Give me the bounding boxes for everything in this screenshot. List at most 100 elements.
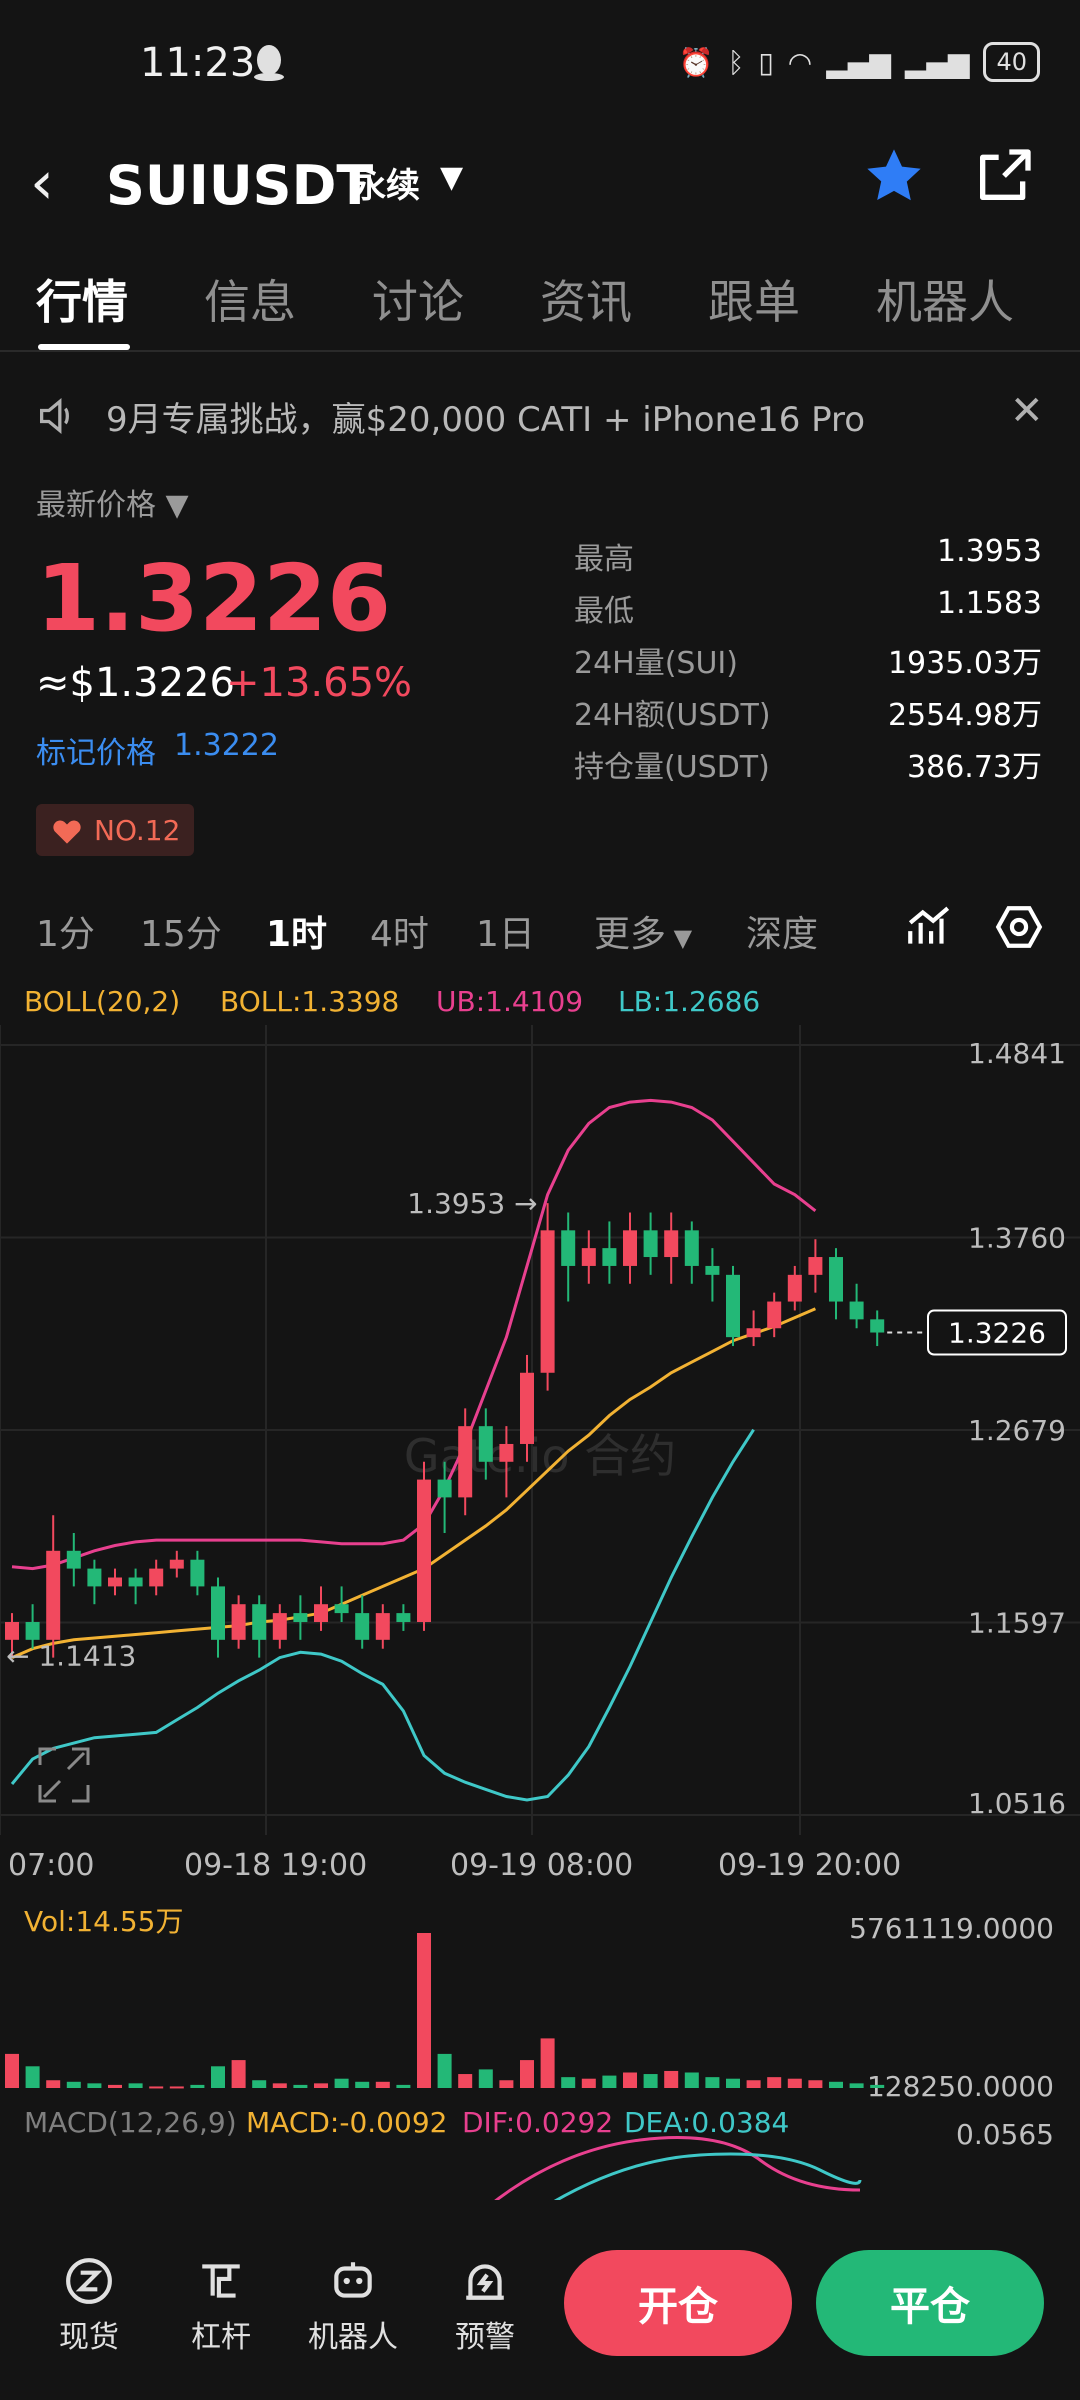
candle (540, 1230, 555, 1373)
nav-spot[interactable]: 现货 (34, 2250, 144, 2356)
candle (726, 1274, 740, 1338)
volume-bar (478, 2069, 493, 2088)
share-icon[interactable] (972, 144, 1036, 208)
signal-4g-icon: ▂▄▆ (904, 45, 970, 79)
candle (767, 1301, 782, 1329)
boll-name: BOLL(20,2) (24, 985, 181, 1018)
candle (231, 1604, 246, 1640)
timeframe-15m[interactable]: 15分 (140, 914, 222, 955)
candle (66, 1550, 81, 1569)
close-icon[interactable]: ✕ (1010, 388, 1044, 434)
x-tick: 09-19 20:00 (718, 1848, 902, 1883)
candle (375, 1613, 390, 1640)
candle (746, 1328, 761, 1338)
volume-bar (664, 2070, 679, 2088)
candle (664, 1230, 679, 1258)
candle (581, 1248, 596, 1266)
macd-tick: 0.0565 (956, 2118, 1054, 2151)
candle (808, 1257, 823, 1275)
timeframe-4h[interactable]: 4时 (370, 914, 429, 955)
y-tick-label: 1.2679 (968, 1414, 1066, 1447)
candle (396, 1613, 411, 1623)
pair-title[interactable]: SUIUSDT (106, 154, 374, 217)
stat-oi-label: 持仓量(USDT) (574, 750, 770, 785)
mark-price-label[interactable]: 标记价格 (36, 736, 156, 771)
tab-copy-trade[interactable]: 跟单 (708, 275, 800, 329)
timeframe-1h[interactable]: 1时 (266, 914, 328, 955)
macd-dif: DIF:0.0292 (462, 2106, 614, 2139)
settings-icon[interactable] (994, 902, 1044, 952)
volume-bar (334, 2078, 349, 2088)
boll-lower-line (10, 1428, 755, 1802)
rank-badge[interactable]: NO.12 (36, 804, 195, 856)
timeframe-1d[interactable]: 1日 (476, 914, 535, 955)
volume-bar (684, 2072, 699, 2088)
open-position-button[interactable]: 开仓 (564, 2250, 792, 2356)
tab-news[interactable]: 资讯 (540, 275, 632, 329)
volume-bar (417, 1933, 431, 2088)
nav-alert[interactable]: 预警 (430, 2250, 540, 2356)
chevron-down-icon[interactable]: ▼ (440, 160, 464, 195)
candle (293, 1613, 308, 1623)
boll-mid: BOLL:1.3398 (220, 985, 400, 1018)
last-price-label[interactable]: 最新价格 ▼ (36, 488, 189, 523)
volume-bar (396, 2084, 411, 2088)
candle (108, 1577, 122, 1587)
macd-value: MACD:-0.0092 (246, 2106, 448, 2139)
candle (499, 1443, 514, 1462)
chevron-down-icon: ▼ (165, 488, 189, 523)
candle (25, 1622, 40, 1640)
boll-lb: LB:1.2686 (618, 985, 761, 1018)
candle (5, 1622, 19, 1640)
candle (458, 1426, 473, 1498)
candle (787, 1274, 802, 1302)
timeframe-depth[interactable]: 深度 (746, 914, 819, 955)
volume-bar (849, 2083, 864, 2088)
close-position-button[interactable]: 平仓 (816, 2250, 1044, 2356)
tab-bot[interactable]: 机器人 (876, 275, 1014, 329)
stat-high-value: 1.3953 (937, 534, 1042, 569)
volume-bar (211, 2066, 225, 2088)
volume-chart[interactable] (0, 1930, 1080, 2090)
mark-price: 1.3222 (174, 728, 279, 763)
spot-icon (66, 2258, 112, 2304)
volume-bar (66, 2081, 81, 2088)
vibrate-icon: ▯ (758, 45, 774, 79)
indicator-icon[interactable] (904, 902, 954, 952)
candlestick-chart[interactable]: Gate.io 合约 1.4841 1.3760 1.2679 1.1597 1.0516… (0, 1025, 1080, 1835)
timeframe-1m[interactable]: 1分 (36, 914, 95, 955)
timeframe-more[interactable]: 更多 ▼ (594, 914, 693, 955)
stat-volume-label: 24H量(SUI) (574, 646, 738, 681)
tab-market[interactable]: 行情 (36, 275, 128, 329)
volume-bar (705, 2077, 720, 2088)
candle (46, 1550, 61, 1640)
candle (272, 1613, 287, 1640)
back-icon[interactable]: ‹ (30, 148, 54, 218)
star-icon[interactable] (862, 144, 926, 208)
x-tick: 09-19 08:00 (450, 1848, 634, 1883)
volume-bar (808, 2080, 823, 2088)
promo-banner[interactable]: 9月专属挑战，赢$20,000 CATI + iPhone16 Pro ✕ (0, 380, 1080, 450)
tab-info[interactable]: 信息 (204, 275, 296, 329)
candle (355, 1613, 370, 1640)
banner-text: 9月专属挑战，赢$20,000 CATI + iPhone16 Pro (106, 400, 866, 440)
volume-bar (520, 2060, 534, 2088)
macd-chart[interactable] (0, 2130, 1080, 2210)
wifi-icon: ◠ (787, 45, 813, 79)
tab-indicator (38, 344, 130, 350)
stat-oi-value: 386.73万 (907, 750, 1042, 785)
speaker-icon (40, 397, 69, 435)
nav-bot[interactable]: 机器人 (298, 2250, 408, 2356)
volume-bar (25, 2066, 40, 2088)
candle (314, 1604, 328, 1623)
heart-icon (53, 820, 81, 844)
expand-icon[interactable] (38, 1747, 90, 1803)
last-price: 1.3226 (36, 545, 392, 652)
volume-min: 128250.0000 (866, 2070, 1054, 2103)
candle (623, 1230, 637, 1266)
contract-type[interactable]: 永续 (352, 166, 420, 206)
tab-discussion[interactable]: 讨论 (372, 275, 464, 329)
volume-bar (561, 2077, 576, 2088)
nav-leverage[interactable]: 杠杆 (166, 2250, 276, 2356)
volume-bar (746, 2080, 761, 2088)
